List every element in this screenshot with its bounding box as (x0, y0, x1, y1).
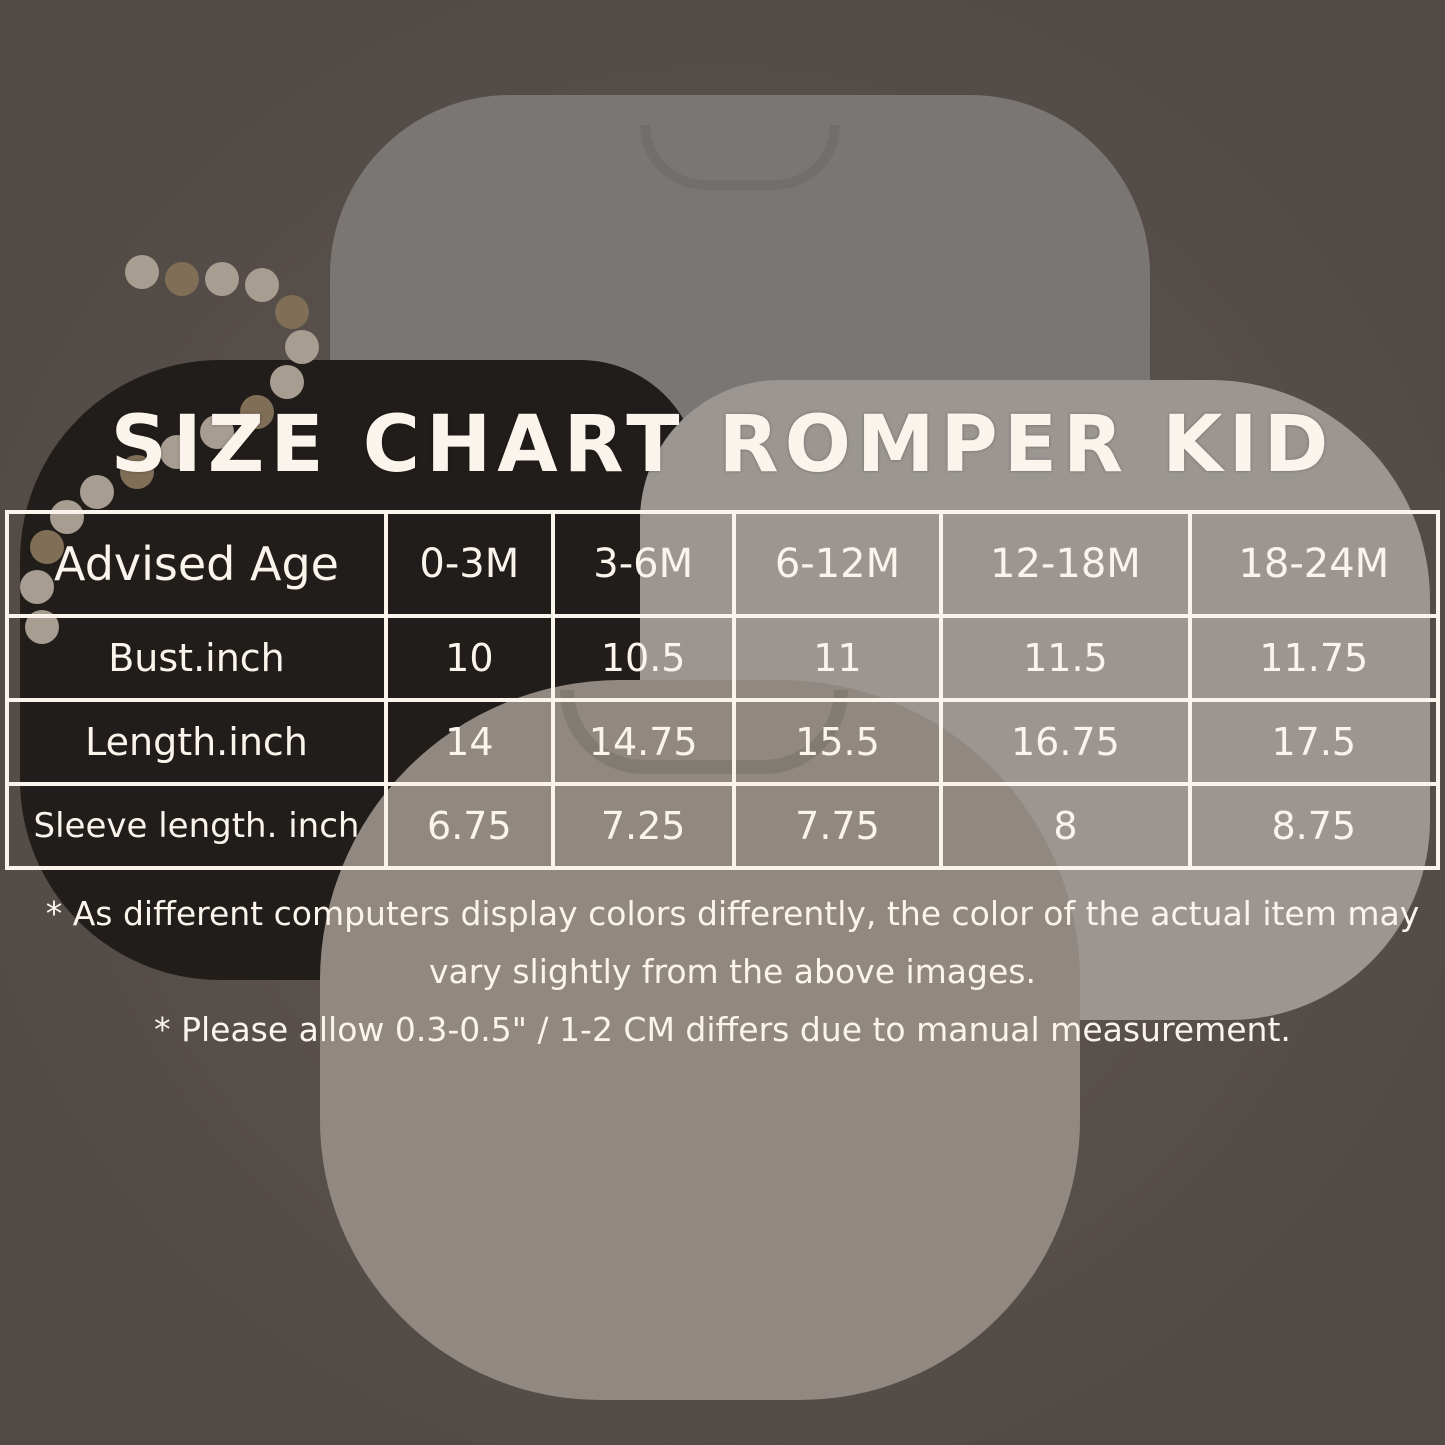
page-title: SIZE CHART ROMPER KID (110, 400, 1335, 490)
size-header: 6-12M (731, 510, 944, 618)
row-label: Length.inch (5, 698, 388, 786)
table-cell: 8.75 (1187, 782, 1441, 870)
table-cell: 7.25 (550, 782, 736, 870)
row-label: Sleeve length. inch (5, 782, 388, 870)
table-cell: 11.5 (939, 614, 1192, 702)
bead (205, 262, 239, 296)
bead (200, 415, 234, 449)
measurement-disclaimer: * Please allow 0.3-0.5" / 1-2 CM differs… (154, 1010, 1291, 1049)
table-cell: 14 (384, 698, 555, 786)
size-header: 0-3M (384, 510, 555, 618)
table-cell: 10.5 (550, 614, 736, 702)
bead (285, 330, 319, 364)
table-cell: 8 (939, 782, 1192, 870)
disclaimer-notes: * As different computers display colors … (0, 885, 1445, 1059)
table-cell: 17.5 (1187, 698, 1441, 786)
table-row: Sleeve length. inch 6.75 7.25 7.75 8 8.7… (5, 782, 1441, 870)
bead (270, 365, 304, 399)
table-cell: 7.75 (731, 782, 944, 870)
size-chart-table: Advised Age 0-3M 3-6M 6-12M 12-18M 18-24… (5, 510, 1441, 870)
size-header: 12-18M (939, 510, 1192, 618)
table-row: Bust.inch 10 10.5 11 11.5 11.75 (5, 614, 1441, 702)
size-header: 3-6M (550, 510, 736, 618)
table-cell: 16.75 (939, 698, 1192, 786)
bead (165, 262, 199, 296)
bead (245, 268, 279, 302)
table-cell: 10 (384, 614, 555, 702)
table-row: Length.inch 14 14.75 15.5 16.75 17.5 (5, 698, 1441, 786)
bead (240, 395, 274, 429)
table-cell: 6.75 (384, 782, 555, 870)
bead (160, 435, 194, 469)
header-label: Advised Age (5, 510, 388, 618)
table-cell: 11.75 (1187, 614, 1441, 702)
table-cell: 11 (731, 614, 944, 702)
table-header-row: Advised Age 0-3M 3-6M 6-12M 12-18M 18-24… (5, 510, 1441, 618)
color-disclaimer: * As different computers display colors … (45, 894, 1420, 991)
bead (125, 255, 159, 289)
bead (120, 455, 154, 489)
row-label: Bust.inch (5, 614, 388, 702)
table-cell: 15.5 (731, 698, 944, 786)
bead (275, 295, 309, 329)
table-cell: 14.75 (550, 698, 736, 786)
size-header: 18-24M (1187, 510, 1441, 618)
bead (80, 475, 114, 509)
